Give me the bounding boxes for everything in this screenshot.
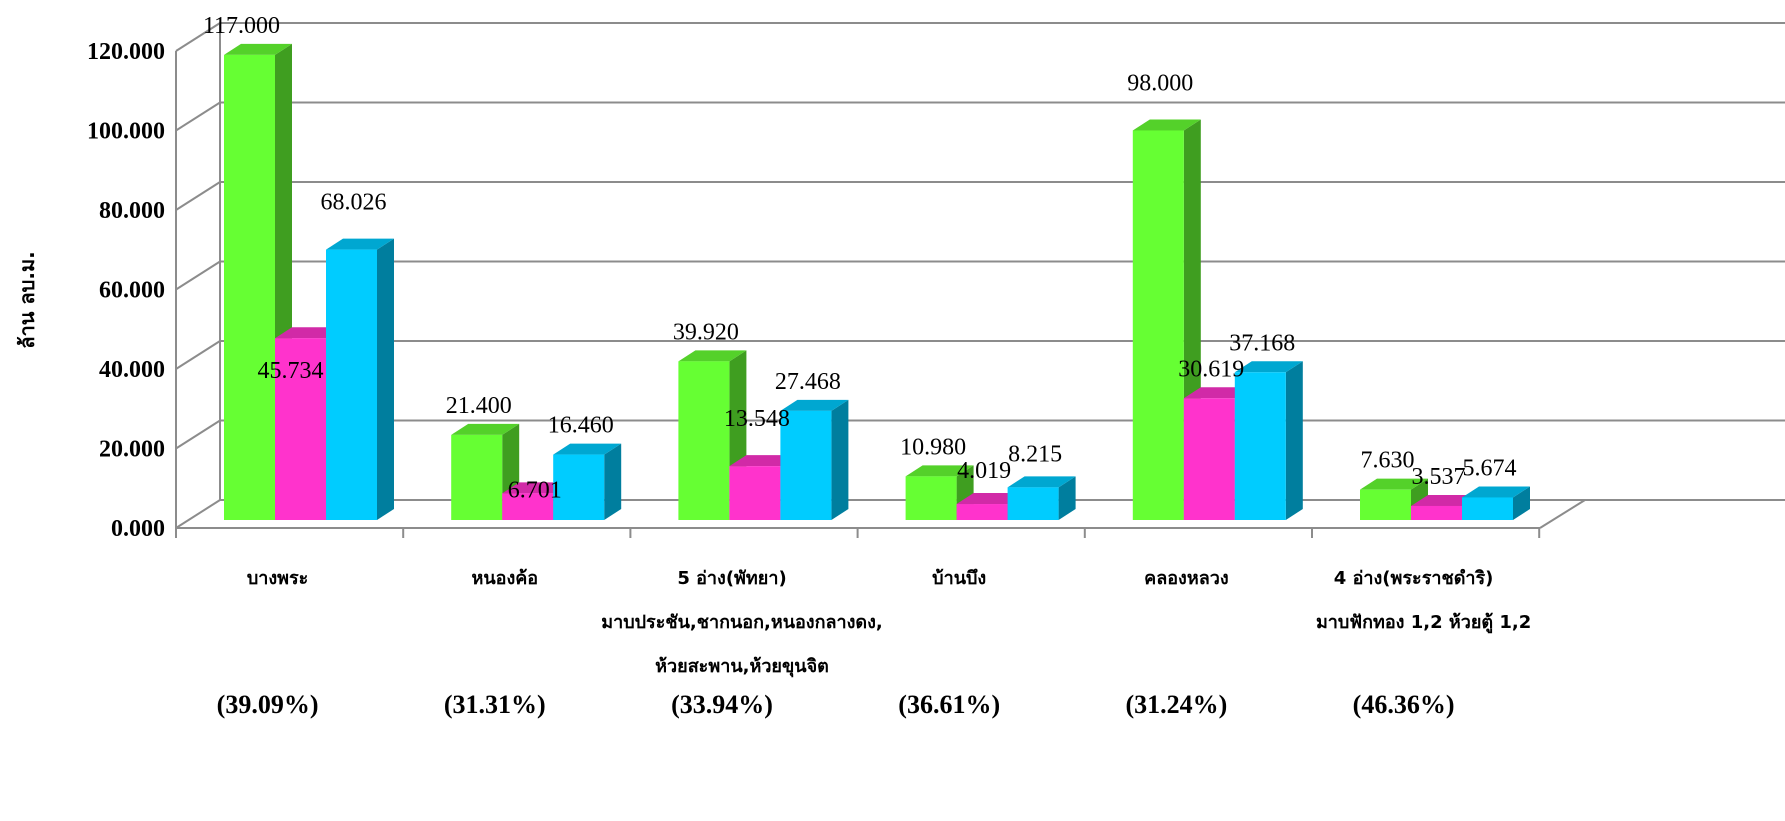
category-label: บ้านบึง	[932, 568, 986, 589]
y-tick-label: 20.000	[99, 437, 165, 463]
category-percent: (36.61%)	[898, 690, 1000, 719]
value-label: 3.537	[1412, 464, 1466, 490]
bar-top-face	[224, 43, 292, 55]
bar	[1132, 130, 1184, 520]
bar	[1234, 372, 1286, 520]
bar	[224, 54, 275, 521]
value-label: 6.701	[508, 477, 562, 503]
category-label: ห้วยสะพาน,ห้วยขุนจิต	[655, 656, 829, 678]
value-label: 16.460	[548, 413, 614, 439]
category-label: 5 อ่าง(พัทยา)	[677, 568, 786, 589]
category-percent: (31.31%)	[444, 690, 546, 719]
bar-top-face	[1360, 478, 1428, 490]
bar	[502, 493, 554, 520]
category-percent: (46.36%)	[1353, 690, 1455, 719]
y-tick-label: 80.000	[99, 198, 165, 224]
value-label: 37.168	[1229, 330, 1295, 356]
bar-side-face	[831, 399, 849, 520]
bar-top-face	[1007, 476, 1076, 488]
bar	[553, 454, 605, 520]
bar	[729, 466, 781, 520]
value-label: 68.026	[321, 190, 387, 216]
value-label: 45.734	[258, 358, 324, 384]
bar	[678, 361, 730, 520]
category-label: มาบฟักทอง 1,2 ห้วยตู้ 1,2	[1316, 612, 1531, 634]
bar-top-face	[1132, 119, 1201, 131]
bar-side-face	[604, 443, 622, 520]
value-label: 7.630	[1361, 448, 1415, 474]
value-label: 4.019	[957, 458, 1011, 484]
y-axis-label: ล้าน ลบ.ม.	[15, 251, 39, 348]
bar	[451, 434, 503, 520]
grid-diagonal	[175, 419, 221, 450]
bar-side-face	[1058, 476, 1076, 520]
bar-top-face	[780, 399, 849, 411]
floor-right-edge	[1539, 499, 1586, 529]
value-label: 117.000	[203, 13, 280, 39]
bar	[1411, 505, 1462, 520]
grid-diagonal	[175, 260, 221, 291]
bar-side-face	[377, 238, 394, 520]
bar-top-face	[1234, 361, 1303, 373]
category-label: มาบประชัน,ชากนอก,หนองกลางดง,	[601, 612, 883, 633]
bar-top-face	[678, 350, 747, 362]
value-labels: 117.000 45.734 68.026 21.400 6.701 16.460 39.9…	[203, 13, 1517, 503]
grid-lines	[175, 22, 1785, 538]
bar	[275, 338, 326, 520]
value-label: 21.400	[446, 393, 512, 419]
value-label: 30.619	[1178, 356, 1244, 382]
category-label: หนองค้อ	[471, 568, 538, 589]
value-label: 5.674	[1463, 455, 1517, 481]
value-label: 98.000	[1127, 70, 1193, 96]
y-tick-label: 60.000	[99, 278, 165, 304]
grid-diagonal	[175, 22, 221, 52]
category-percent: (33.94%)	[671, 690, 773, 719]
bar	[1007, 487, 1059, 520]
bar-top-face	[451, 423, 520, 435]
category-percent: (31.24%)	[1125, 690, 1227, 719]
grid-diagonal	[175, 181, 221, 211]
bar	[1183, 398, 1235, 520]
bar	[956, 504, 1008, 520]
y-tick-label: 0.000	[111, 516, 165, 542]
grid-diagonal	[175, 499, 221, 529]
value-label: 27.468	[775, 369, 841, 395]
category-label: บางพระ	[247, 568, 309, 589]
grid-diagonal	[175, 101, 221, 132]
value-label: 39.920	[673, 319, 739, 345]
bar-side-face	[1513, 486, 1530, 520]
bar-top-face	[1462, 486, 1530, 498]
bar	[780, 410, 832, 520]
bar	[1360, 489, 1411, 520]
value-label: 13.548	[724, 406, 790, 432]
value-label: 8.215	[1008, 441, 1062, 467]
bar-top-face	[326, 238, 394, 250]
y-axis-ticks: 0.000 20.000 40.000 60.000 80.000 100.000 120.…	[87, 39, 165, 542]
value-label: 10.980	[900, 434, 966, 460]
bar-top-face	[553, 443, 622, 455]
category-percent: (39.09%)	[217, 690, 319, 719]
bar-top-face	[905, 465, 974, 477]
bar-side-face	[1285, 361, 1303, 520]
category-label: คลองหลวง	[1144, 568, 1228, 589]
y-tick-label: 100.000	[87, 119, 165, 145]
x-axis-categories: บางพระ (39.09%) หนองค้อ (31.31%) 5 อ่าง(พัทย…	[217, 568, 1532, 719]
y-tick-label: 120.000	[87, 39, 165, 65]
category-label: 4 อ่าง(พระราชดำริ)	[1334, 568, 1494, 589]
y-tick-label: 40.000	[99, 357, 165, 383]
bar	[905, 476, 957, 520]
bar	[326, 249, 377, 520]
bars	[224, 43, 1530, 521]
bar	[1462, 497, 1513, 520]
grid-diagonal	[175, 340, 221, 370]
